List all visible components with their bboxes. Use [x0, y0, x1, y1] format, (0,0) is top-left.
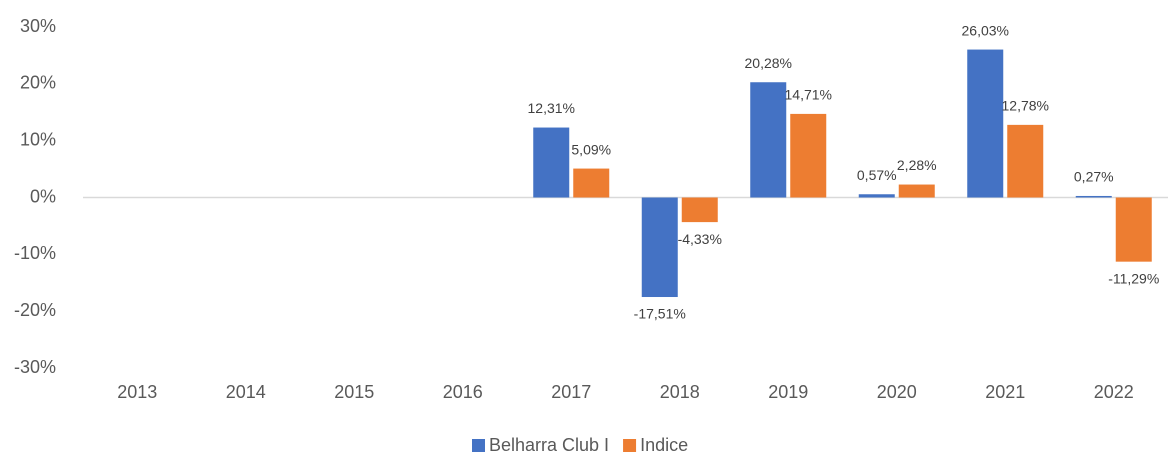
bar	[858, 194, 895, 198]
x-tick-label: 2016	[443, 382, 483, 402]
bar	[641, 197, 678, 298]
bar	[750, 82, 787, 198]
bar	[790, 113, 827, 198]
y-tick-label: 0%	[30, 186, 56, 206]
bar	[1075, 195, 1112, 198]
x-tick-label: 2021	[985, 382, 1025, 402]
bar	[1007, 124, 1044, 198]
y-tick-label: 20%	[20, 73, 56, 93]
legend-label: Indice	[640, 435, 688, 455]
value-label: 5,09%	[571, 141, 611, 157]
y-tick-label: -20%	[14, 300, 56, 320]
y-tick-label: -30%	[14, 357, 56, 377]
value-label: 12,78%	[1002, 98, 1049, 114]
value-label: 0,57%	[857, 167, 897, 183]
bar	[967, 49, 1004, 198]
x-tick-label: 2020	[877, 382, 917, 402]
value-label: 20,28%	[745, 55, 792, 71]
bar	[1115, 197, 1152, 262]
value-label: 0,27%	[1074, 169, 1114, 185]
bar	[681, 197, 718, 223]
legend-swatch	[623, 439, 637, 452]
x-tick-label: 2013	[117, 382, 157, 402]
x-tick-label: 2018	[660, 382, 700, 402]
value-label: 14,71%	[785, 87, 832, 103]
bar	[533, 127, 570, 198]
value-label: -4,33%	[678, 231, 722, 247]
x-tick-label: 2014	[226, 382, 266, 402]
bar	[898, 184, 935, 198]
x-tick-label: 2022	[1094, 382, 1134, 402]
value-label: 26,03%	[962, 22, 1009, 38]
value-label: 12,31%	[528, 100, 575, 116]
y-tick-label: -10%	[14, 243, 56, 263]
y-tick-label: 10%	[20, 129, 56, 149]
value-label: -17,51%	[634, 306, 686, 322]
value-label: 2,28%	[897, 157, 937, 173]
legend-swatch	[472, 439, 485, 452]
x-tick-label: 2019	[768, 382, 808, 402]
y-tick-label: 30%	[20, 16, 56, 36]
x-tick-label: 2015	[334, 382, 374, 402]
x-tick-label: 2017	[551, 382, 591, 402]
bar	[573, 168, 610, 198]
legend-label: Belharra Club I	[489, 435, 609, 455]
value-label: -11,29%	[1108, 270, 1159, 286]
